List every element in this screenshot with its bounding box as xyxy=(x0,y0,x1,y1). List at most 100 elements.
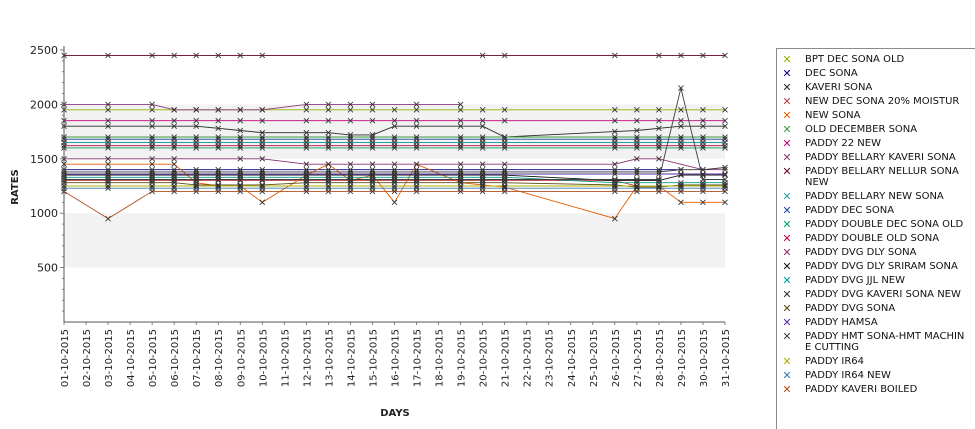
data-point-marker xyxy=(193,145,200,151)
x-tick-label: 16-10-2015 xyxy=(391,329,402,387)
data-point-marker xyxy=(634,107,640,113)
legend-label: PADDY DOUBLE DEC SONA OLD xyxy=(805,219,964,230)
data-point-marker xyxy=(347,101,354,108)
data-point-marker xyxy=(303,145,310,151)
data-point-marker xyxy=(325,161,332,168)
data-point-marker xyxy=(413,123,420,129)
data-point-marker xyxy=(634,134,640,140)
data-point-marker xyxy=(237,136,244,143)
data-point-marker xyxy=(413,183,420,189)
data-point-marker xyxy=(612,134,618,140)
legend-label: PADDY 22 NEW xyxy=(805,138,881,149)
legend-item: ✕ PADDY DVG JJL NEW xyxy=(777,275,975,286)
data-point-marker xyxy=(149,134,155,140)
data-point-marker xyxy=(215,183,222,189)
data-point-marker xyxy=(656,183,662,189)
data-point-marker xyxy=(634,177,640,184)
data-point-marker xyxy=(391,183,398,189)
legend-marker-icon: ✕ xyxy=(782,355,792,368)
data-point-marker xyxy=(325,176,332,183)
data-point-marker xyxy=(259,155,266,162)
data-point-marker xyxy=(722,166,728,173)
data-point-marker xyxy=(479,169,486,175)
data-point-marker xyxy=(656,134,662,140)
data-point-marker xyxy=(479,171,486,177)
data-point-marker xyxy=(678,166,684,173)
data-point-marker xyxy=(678,52,684,59)
data-point-marker xyxy=(678,142,684,149)
data-point-marker xyxy=(149,107,155,113)
legend-label: BPT DEC SONA OLD xyxy=(805,54,905,65)
data-point-marker xyxy=(149,142,155,149)
data-point-marker xyxy=(347,134,354,140)
x-tick-label: 21-10-2015 xyxy=(501,329,512,387)
data-point-marker xyxy=(193,117,200,124)
data-point-marker xyxy=(105,166,111,173)
data-point-marker xyxy=(171,183,177,189)
x-tick-label: 09-10-2015 xyxy=(236,329,247,387)
legend-marker-icon: ✕ xyxy=(782,288,792,301)
data-point-marker xyxy=(678,172,684,178)
data-point-marker xyxy=(171,171,177,177)
data-point-marker xyxy=(347,136,354,143)
data-point-marker xyxy=(105,142,111,149)
legend-item: ✕ PADDY IR64 NEW xyxy=(777,370,975,381)
data-point-marker xyxy=(413,171,420,177)
legend-label: PADDY DEC SONA xyxy=(805,205,895,216)
data-point-marker xyxy=(700,136,706,143)
x-tick-label: 13-10-2015 xyxy=(324,329,335,387)
legend-item: ✕ OLD DECEMBER SONA xyxy=(777,124,975,135)
legend-label: PADDY IR64 NEW xyxy=(805,370,891,381)
data-point-marker xyxy=(149,183,155,189)
data-point-marker xyxy=(722,123,728,129)
data-point-marker xyxy=(303,134,310,140)
data-point-marker xyxy=(391,107,398,113)
data-point-marker xyxy=(722,107,728,113)
x-tick-label: 24-10-2015 xyxy=(567,329,578,387)
data-point-marker xyxy=(369,171,376,177)
legend-marker-icon: ✕ xyxy=(782,109,792,122)
data-point-marker xyxy=(347,132,354,138)
data-point-marker xyxy=(479,145,486,151)
data-point-marker xyxy=(259,169,266,175)
data-point-marker xyxy=(656,125,662,132)
chart-legend: ✕ BPT DEC SONA OLD ✕ DEC SONA ✕ KAVERI SONA ✕ N… xyxy=(776,48,975,429)
data-point-marker xyxy=(325,183,332,189)
data-point-marker xyxy=(413,166,420,173)
data-point-marker xyxy=(501,184,508,190)
data-point-marker xyxy=(479,134,486,140)
data-point-marker xyxy=(501,183,508,189)
data-point-marker xyxy=(325,107,332,113)
data-point-marker xyxy=(325,188,332,195)
data-point-marker xyxy=(303,166,310,173)
data-point-marker xyxy=(501,161,508,168)
legend-item: ✕ PADDY HMT SONA-HMT MACHIN E CUTTING xyxy=(777,331,975,353)
legend-marker-icon: ✕ xyxy=(782,274,792,287)
data-point-marker xyxy=(105,169,111,175)
data-point-marker xyxy=(215,171,222,177)
data-point-marker xyxy=(193,134,200,140)
legend-marker-icon: ✕ xyxy=(782,81,792,94)
data-point-marker xyxy=(678,145,684,151)
data-point-marker xyxy=(193,169,200,175)
data-point-marker xyxy=(171,155,177,162)
x-tick-label: 03-10-2015 xyxy=(104,329,115,387)
data-point-marker xyxy=(347,142,354,149)
data-point-marker xyxy=(325,136,332,143)
data-point-marker xyxy=(501,136,508,143)
data-point-marker xyxy=(457,136,464,143)
data-point-marker xyxy=(678,188,684,195)
data-point-marker xyxy=(391,123,398,129)
legend-marker-icon: ✕ xyxy=(782,218,792,231)
data-point-marker xyxy=(700,171,706,177)
data-point-marker xyxy=(656,177,662,184)
data-point-marker xyxy=(369,142,376,149)
data-point-marker xyxy=(479,161,486,168)
data-point-marker xyxy=(259,134,266,140)
data-point-marker xyxy=(105,117,111,124)
data-point-marker xyxy=(215,136,222,143)
legend-item: ✕ DEC SONA xyxy=(777,68,975,79)
legend-item: ✕ KAVERI SONA xyxy=(777,82,975,93)
data-point-marker xyxy=(612,215,618,222)
data-point-marker xyxy=(457,176,464,183)
